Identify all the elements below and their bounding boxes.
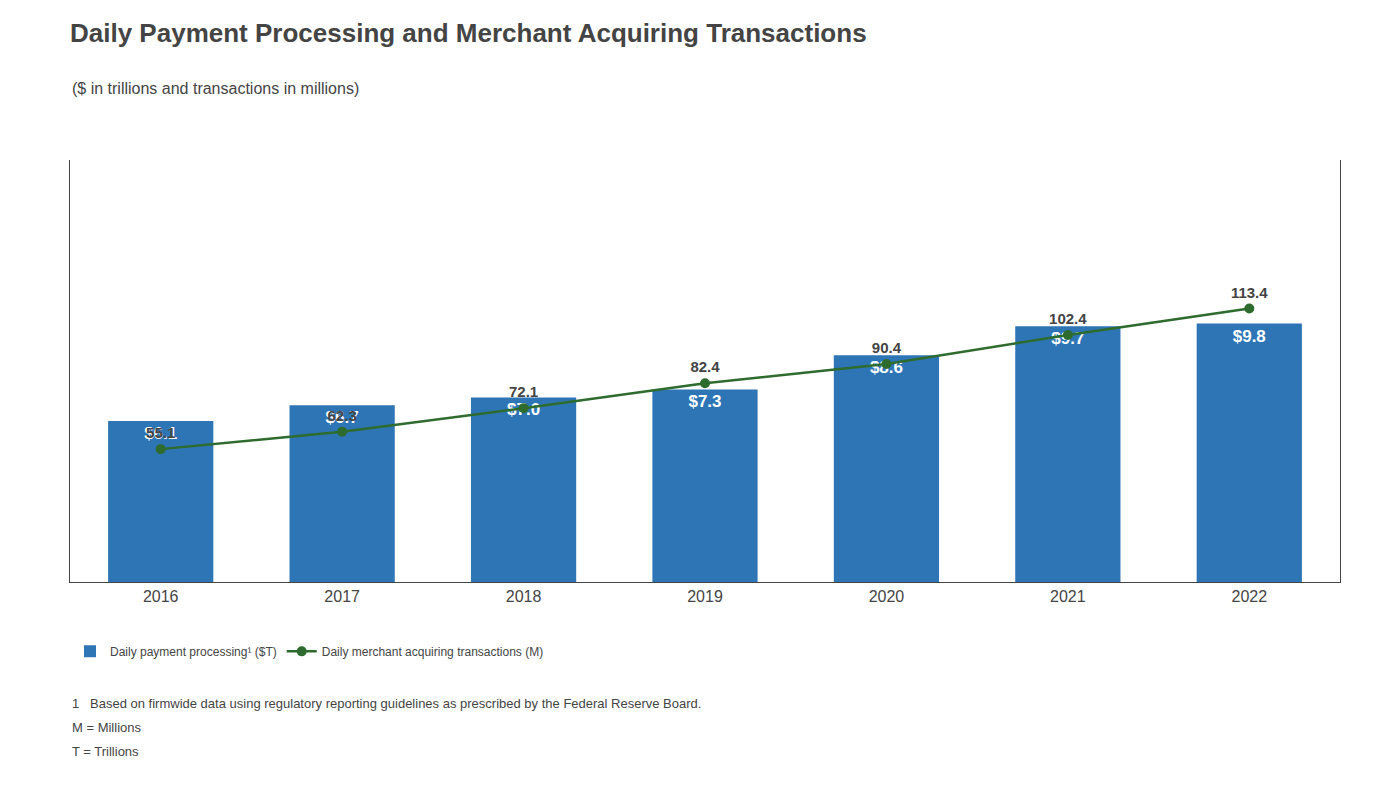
- svg-text:$8.6: $8.6: [870, 358, 903, 377]
- svg-text:$7.0: $7.0: [507, 400, 540, 419]
- svg-text:62.3: 62.3: [328, 407, 357, 424]
- svg-text:($ in trillions and transactio: ($ in trillions and transactions in mill…: [72, 80, 359, 97]
- svg-text:Daily Payment Processing and M: Daily Payment Processing and Merchant Ac…: [70, 18, 867, 48]
- svg-text:2022: 2022: [1231, 588, 1267, 605]
- svg-text:$7.3: $7.3: [688, 392, 721, 411]
- svg-text:Daily payment processing¹ ($T): Daily payment processing¹ ($T): [110, 645, 277, 659]
- svg-text:82.4: 82.4: [690, 358, 720, 375]
- svg-text:102.4: 102.4: [1049, 310, 1087, 327]
- svg-text:113.4: 113.4: [1231, 284, 1268, 301]
- svg-text:1 Based on firmwide data usi: 1 Based on firmwide data using regulator…: [72, 696, 701, 711]
- svg-text:M = Millions: M = Millions: [72, 720, 141, 735]
- svg-text:2018: 2018: [506, 588, 542, 605]
- svg-text:2020: 2020: [869, 588, 905, 605]
- svg-text:$6.7: $6.7: [326, 408, 359, 427]
- svg-text:2017: 2017: [324, 588, 360, 605]
- svg-text:2016: 2016: [143, 588, 179, 605]
- svg-text:2019: 2019: [687, 588, 723, 605]
- svg-text:2021: 2021: [1050, 588, 1086, 605]
- svg-text:$9.7: $9.7: [1051, 329, 1084, 348]
- svg-text:72.1: 72.1: [509, 383, 538, 400]
- svg-text:$6.1: $6.1: [144, 424, 177, 443]
- svg-text:55.1: 55.1: [146, 424, 175, 441]
- svg-text:T = Trillions: T = Trillions: [72, 744, 139, 759]
- svg-text:90.4: 90.4: [872, 339, 902, 356]
- svg-text:Daily merchant acquiring trans: Daily merchant acquiring transactions (M…: [322, 645, 543, 659]
- svg-text:$9.8: $9.8: [1233, 327, 1266, 346]
